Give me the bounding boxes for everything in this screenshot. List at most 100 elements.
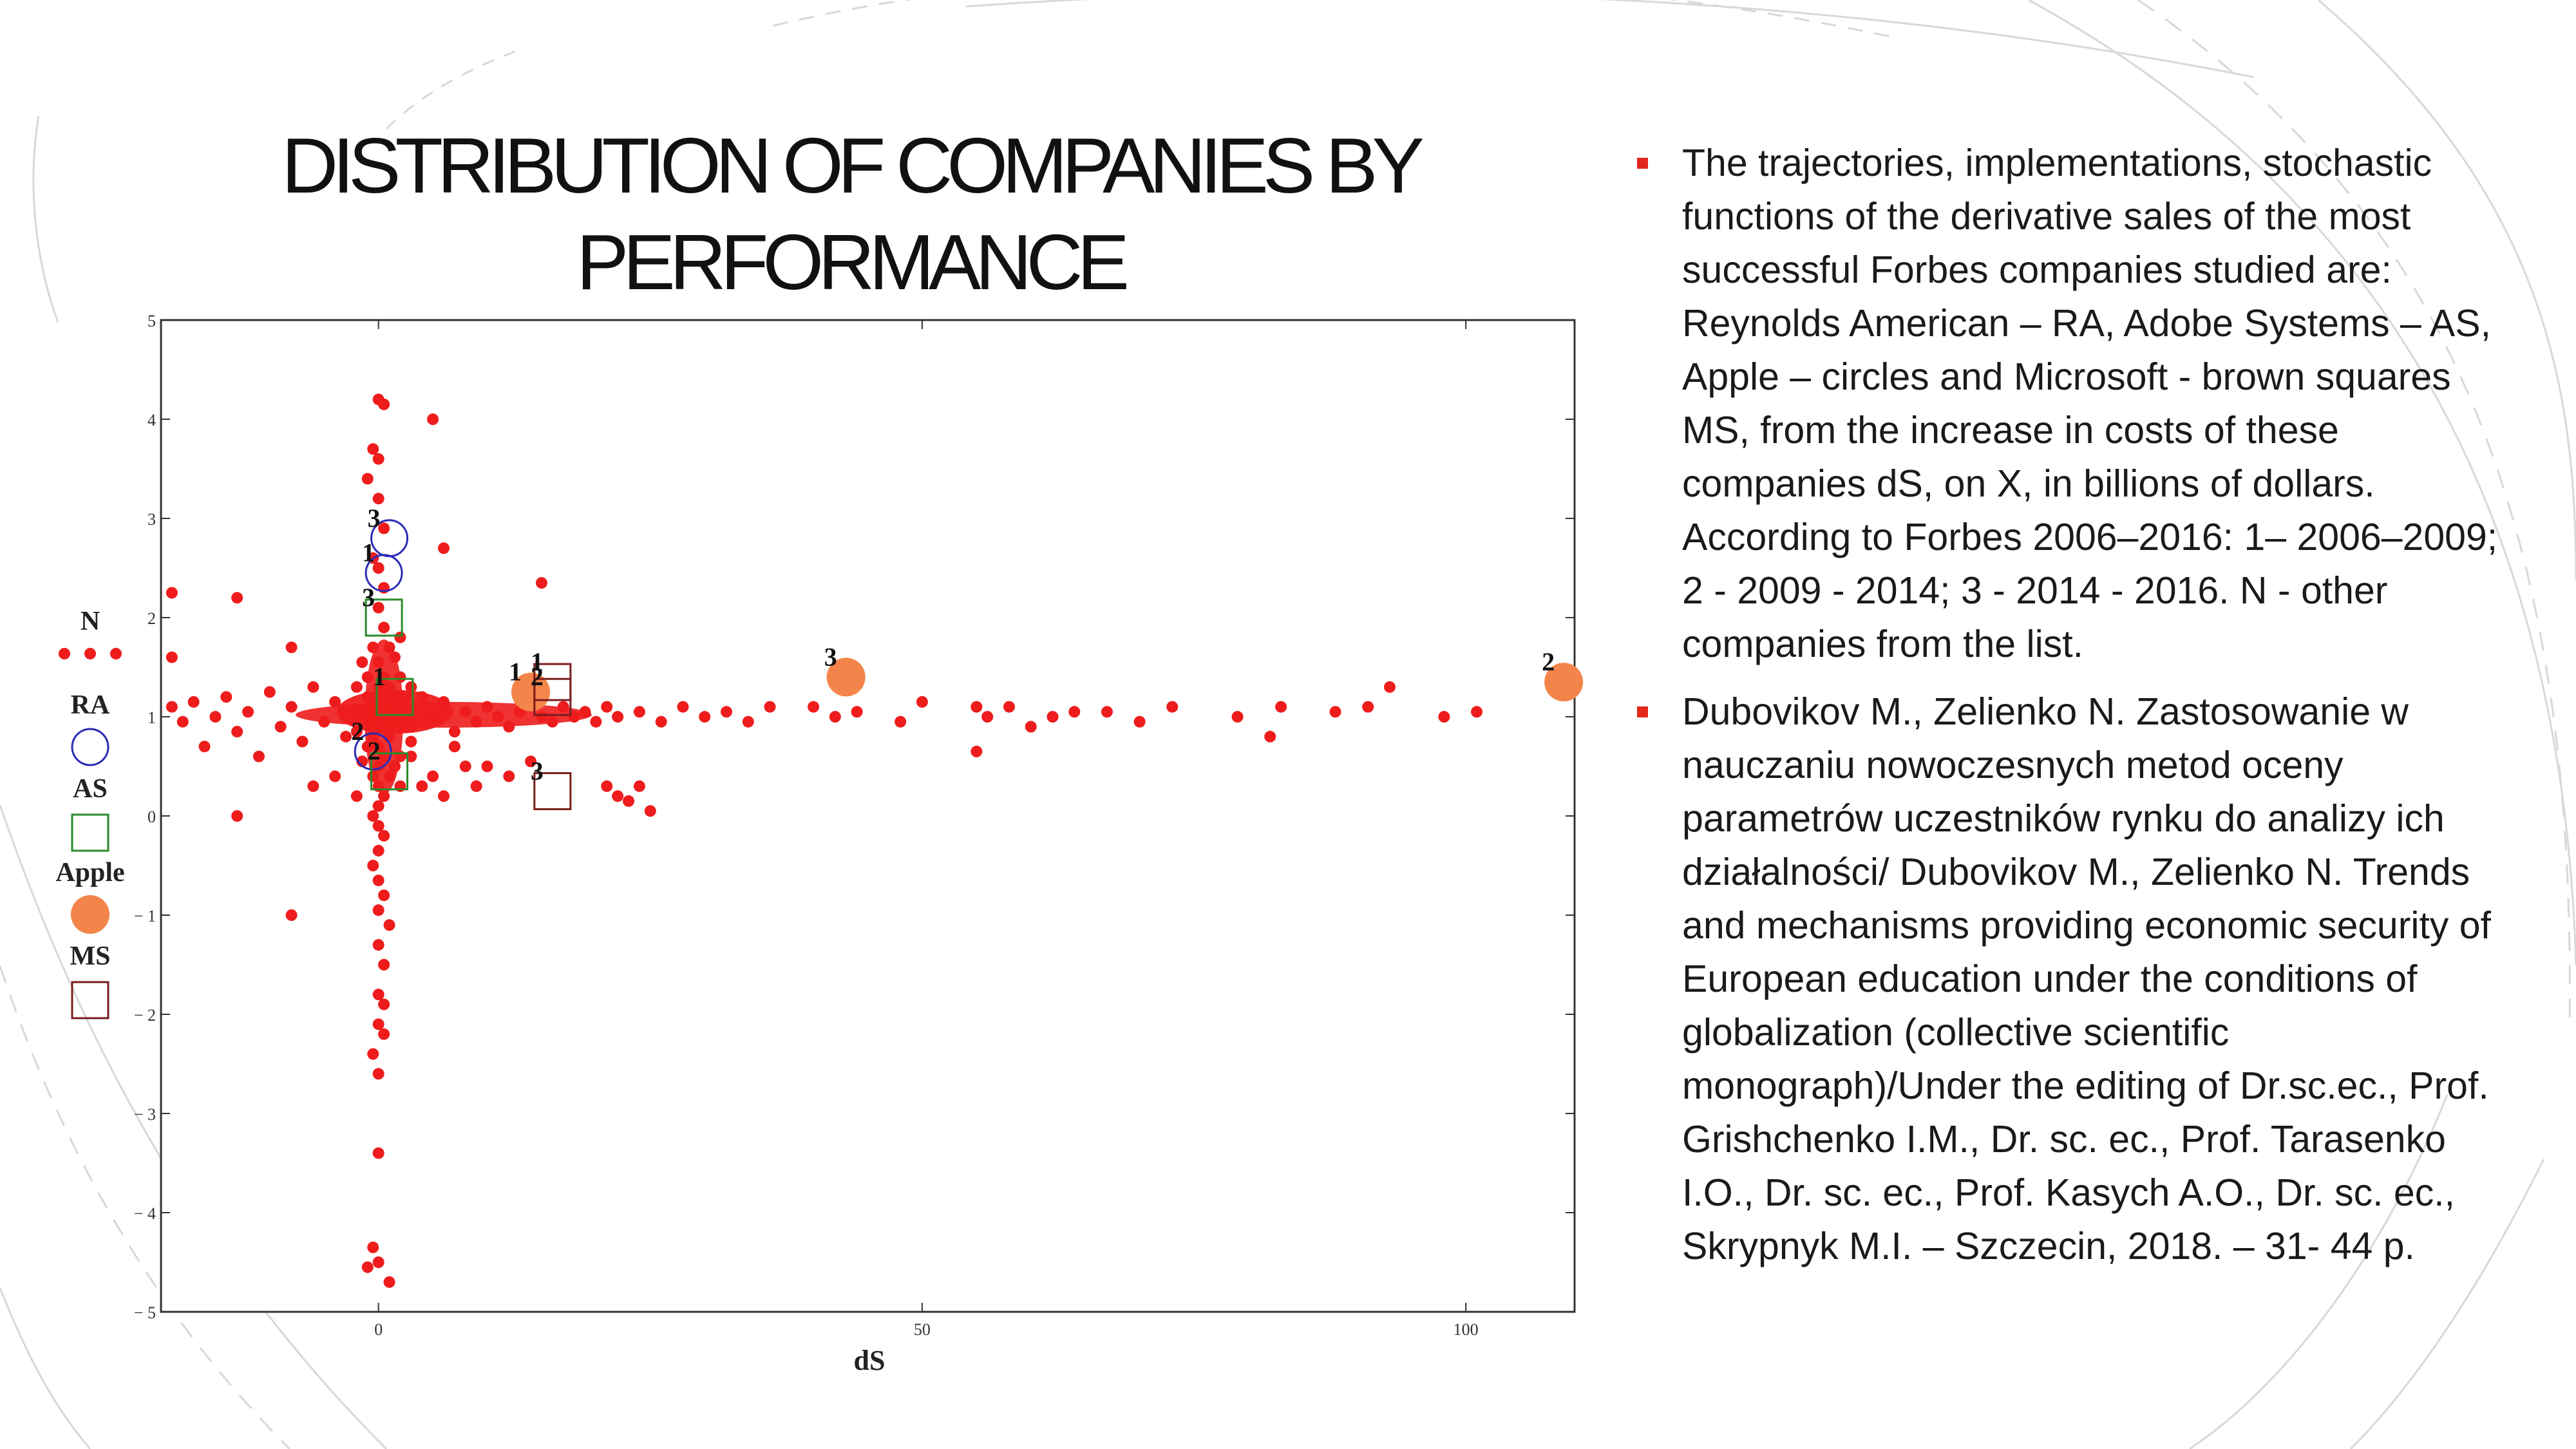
x-tick-label: 100	[1454, 1320, 1479, 1339]
n-point	[231, 726, 243, 738]
n-point	[378, 711, 390, 723]
n-point	[166, 587, 178, 599]
y-tick-label: 5	[147, 312, 156, 330]
n-point	[378, 1028, 390, 1040]
n-point	[1166, 701, 1179, 713]
n-point	[405, 735, 417, 748]
n-point	[350, 790, 363, 802]
n-point	[378, 621, 390, 634]
legend-label-ra: RA	[71, 690, 110, 720]
legend-n-marker	[110, 648, 122, 659]
n-point	[372, 1147, 384, 1159]
n-point	[378, 829, 390, 842]
n-point	[383, 770, 395, 782]
n-point	[1383, 681, 1396, 693]
n-point	[1438, 711, 1450, 723]
n-point	[971, 745, 983, 757]
n-point	[176, 715, 189, 728]
bullet-item-trajectories: The trajectories, implementations, stoch…	[1629, 137, 2518, 671]
n-point	[1329, 706, 1341, 718]
n-point	[220, 691, 232, 703]
n-point	[389, 761, 401, 772]
n-point	[378, 998, 390, 1010]
bullet-item-reference: Dubovikov M., Zelienko N. Zastosowanie w…	[1629, 685, 2518, 1273]
n-point	[383, 919, 395, 931]
n-point	[372, 701, 384, 713]
n-point	[448, 726, 460, 738]
as-point	[370, 752, 409, 791]
x-tick-label: 0	[374, 1320, 383, 1339]
n-point	[274, 721, 287, 733]
n-point	[285, 641, 298, 654]
n-point	[378, 790, 390, 802]
n-point	[166, 651, 178, 663]
n-point	[166, 701, 178, 713]
n-point	[356, 656, 368, 668]
legend-ms-marker	[71, 981, 109, 1019]
n-point	[655, 715, 667, 728]
point-label: 2	[1542, 647, 1555, 676]
n-point	[633, 706, 645, 718]
n-point	[535, 577, 547, 589]
n-point	[1133, 715, 1146, 728]
n-point	[416, 691, 428, 703]
n-point	[1025, 721, 1037, 733]
point-label: 3	[824, 642, 837, 671]
n-point	[721, 706, 732, 718]
n-point	[557, 701, 569, 713]
y-tick-label: 2	[147, 609, 156, 628]
n-point	[590, 715, 602, 728]
n-point	[350, 706, 363, 718]
n-point	[525, 755, 537, 768]
n-point	[383, 641, 395, 654]
n-point	[329, 696, 341, 708]
n-point	[378, 671, 390, 683]
y-tick-label: 1	[147, 708, 156, 727]
bullet-list: The trajectories, implementations, stoch…	[1629, 137, 2518, 1287]
n-point	[394, 701, 406, 713]
n-point	[361, 671, 374, 683]
n-point	[318, 715, 330, 728]
bullet-text: The trajectories, implementations, stoch…	[1682, 142, 2498, 665]
n-point	[367, 443, 379, 455]
ra-point	[354, 732, 392, 771]
n-point	[601, 780, 613, 792]
n-point	[438, 542, 450, 554]
n-point	[438, 790, 450, 802]
n-point	[829, 711, 841, 723]
n-point	[546, 715, 558, 728]
point-label: 3	[531, 757, 544, 786]
n-point	[372, 1068, 384, 1080]
n-point	[367, 770, 379, 782]
point-label: 3	[368, 504, 381, 533]
n-point	[372, 721, 384, 733]
y-tick-label: 4	[147, 411, 156, 430]
n-point	[383, 730, 395, 743]
n-point	[372, 875, 384, 887]
n-point	[367, 641, 379, 654]
n-point	[350, 726, 363, 738]
n-point	[372, 493, 384, 505]
n-point	[1275, 701, 1287, 713]
n-point	[231, 592, 243, 604]
n-point	[808, 701, 820, 713]
n-point	[481, 761, 493, 772]
n-point	[263, 686, 276, 698]
n-point	[601, 701, 613, 713]
n-point	[633, 780, 645, 792]
n-point	[367, 860, 379, 871]
n-point	[296, 735, 308, 748]
n-point	[231, 810, 243, 822]
n-point	[612, 790, 624, 802]
legend-apple-marker	[71, 895, 109, 934]
n-point	[1101, 706, 1113, 718]
legend-label-apple: Apple	[55, 858, 124, 887]
y-tick-label: − 3	[134, 1105, 156, 1124]
n-point	[535, 711, 547, 723]
n-point	[242, 706, 254, 718]
legend: N RA AS Apple MS	[55, 607, 125, 1019]
y-tick-label: − 2	[134, 1006, 156, 1025]
n-point	[399, 721, 412, 733]
